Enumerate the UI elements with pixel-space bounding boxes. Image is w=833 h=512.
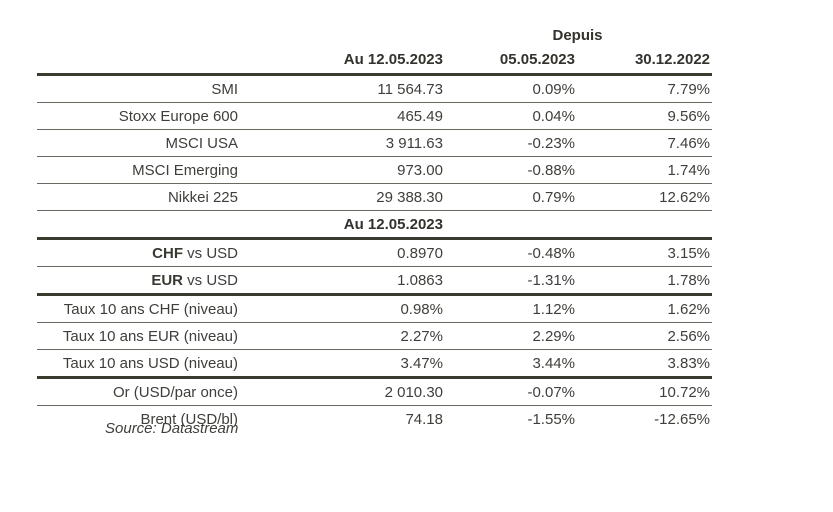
market-data-table: Depuis Au 12.05.2023 05.05.2023 30.12.20…: [37, 24, 713, 433]
table-row: EUR vs USD 1.0863 -1.31% 1.78%: [37, 266, 713, 296]
value-since-2: 12.62%: [577, 183, 713, 211]
table-row: Or (USD/par once) 2 010.30 -0.07% 10.72%: [37, 377, 713, 406]
value-since-2: 1.78%: [577, 266, 713, 296]
value-since-1: 2.29%: [445, 322, 577, 350]
row-label: Brent (USD/bl): [140, 410, 238, 428]
empty-cell: [445, 210, 577, 240]
value-since-2: -12.65%: [654, 410, 711, 428]
table-row: Taux 10 ans EUR (niveau) 2.27% 2.29% 2.5…: [37, 322, 713, 350]
empty-cell: [250, 24, 445, 46]
row-label: SMI: [37, 74, 250, 103]
header-depuis: Depuis: [552, 26, 603, 44]
value-since-1: 0.09%: [445, 74, 577, 103]
empty-cell: [577, 210, 713, 240]
row-label: Or (USD/par once): [37, 377, 250, 406]
value-since-1: 0.79%: [445, 183, 577, 211]
value-since-2: 3.15%: [577, 238, 713, 267]
value-since-1: -0.48%: [445, 238, 577, 267]
table-row: MSCI USA 3 911.63 -0.23% 7.46%: [37, 129, 713, 157]
table-row: SMI 11 564.73 0.09% 7.79%: [37, 74, 713, 103]
value-current: 3 911.63: [250, 129, 445, 157]
source-note: Source: Datastream: [105, 420, 239, 437]
header-current-date: Au 12.05.2023: [250, 46, 445, 76]
header-since-date-2: 30.12.2022: [577, 46, 713, 76]
table-row: Stoxx Europe 600 465.49 0.04% 9.56%: [37, 102, 713, 130]
value-since-1: 0.04%: [445, 102, 577, 130]
value-current: 1.0863: [250, 266, 445, 296]
table-row: Brent (USD/bl) 74.18 -1.55% -12.65%: [37, 406, 712, 433]
value-since-1: -1.31%: [445, 266, 577, 296]
value-since-2: 1.62%: [577, 294, 713, 323]
table-row: CHF vs USD 0.8970 -0.48% 3.15%: [37, 238, 713, 267]
value-current: 74.18: [405, 410, 443, 428]
value-since-1: -0.07%: [445, 377, 577, 406]
row-label: Nikkei 225: [37, 183, 250, 211]
table-row: Taux 10 ans CHF (niveau) 0.98% 1.12% 1.6…: [37, 294, 713, 323]
value-current: 2 010.30: [250, 377, 445, 406]
table-row-depuis: Depuis: [37, 24, 712, 46]
value-current: 465.49: [250, 102, 445, 130]
value-since-2: 1.74%: [577, 156, 713, 184]
value-since-1: 3.44%: [445, 349, 577, 379]
value-current: 2.27%: [250, 322, 445, 350]
empty-cell: [37, 46, 250, 76]
table-row: Nikkei 225 29 388.30 0.79% 12.62%: [37, 183, 713, 211]
empty-cell: [37, 210, 250, 240]
value-since-2: 3.83%: [577, 349, 713, 379]
value-since-2: 2.56%: [577, 322, 713, 350]
value-current: 29 388.30: [250, 183, 445, 211]
value-since-1: -0.23%: [445, 129, 577, 157]
value-since-1: 1.12%: [445, 294, 577, 323]
row-label: Taux 10 ans EUR (niveau): [37, 322, 250, 350]
value-since-1: -1.55%: [527, 410, 575, 428]
value-current: 0.8970: [250, 238, 445, 267]
value-current: 973.00: [250, 156, 445, 184]
value-since-1: -0.88%: [445, 156, 577, 184]
value-since-2: 9.56%: [577, 102, 713, 130]
row-label: MSCI Emerging: [37, 156, 250, 184]
table-row: MSCI Emerging 973.00 -0.88% 1.74%: [37, 156, 713, 184]
value-since-2: 7.46%: [577, 129, 713, 157]
value-current: 3.47%: [250, 349, 445, 379]
row-label: Taux 10 ans CHF (niveau): [37, 294, 250, 323]
empty-cell: [37, 24, 250, 46]
row-label: EUR vs USD: [37, 266, 250, 296]
subheader-date: Au 12.05.2023: [250, 210, 445, 240]
value-since-2: 7.79%: [577, 74, 713, 103]
value-current: 0.98%: [250, 294, 445, 323]
row-label: MSCI USA: [37, 129, 250, 157]
value-since-2: 10.72%: [577, 377, 713, 406]
table-row: Taux 10 ans USD (niveau) 3.47% 3.44% 3.8…: [37, 349, 713, 379]
row-label: Taux 10 ans USD (niveau): [37, 349, 250, 379]
table-row-subheader: Au 12.05.2023: [37, 210, 713, 240]
row-label: Stoxx Europe 600: [37, 102, 250, 130]
table-row-column-headers: Au 12.05.2023 05.05.2023 30.12.2022: [37, 46, 713, 76]
row-label: CHF vs USD: [37, 238, 250, 267]
header-since-date-1: 05.05.2023: [445, 46, 577, 76]
value-current: 11 564.73: [250, 74, 445, 103]
